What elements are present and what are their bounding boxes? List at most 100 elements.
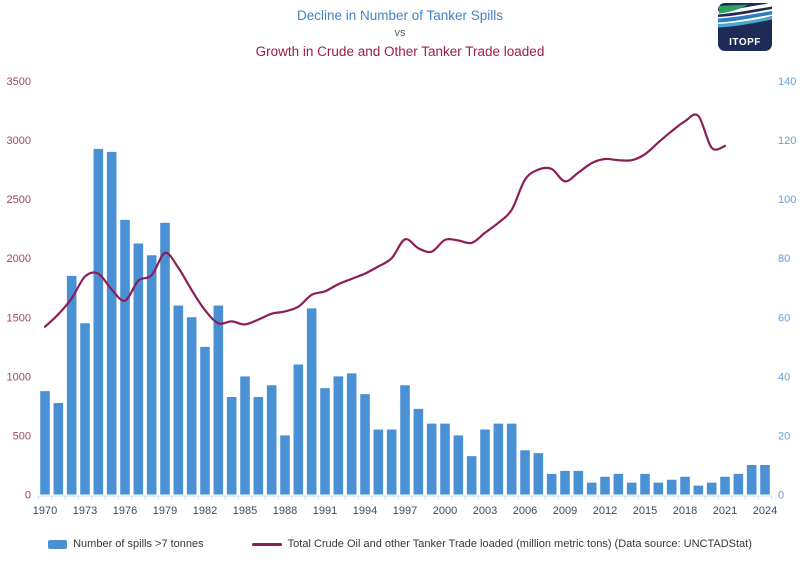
itopf-logo-graphic: ITOPF xyxy=(718,3,772,51)
bar-2002 xyxy=(466,456,477,495)
bar-2018 xyxy=(680,476,690,495)
x-axis-year-label: 2000 xyxy=(433,505,457,517)
bar-1976 xyxy=(120,219,130,495)
bar-1971 xyxy=(53,402,64,495)
legend-bars-label: Number of spills >7 tonnes xyxy=(73,538,204,550)
bar-1997 xyxy=(400,385,410,495)
bar-1981 xyxy=(186,317,197,495)
legend-line-label: Total Crude Oil and other Tanker Trade l… xyxy=(287,538,752,550)
bar-1987 xyxy=(266,385,277,495)
logo-green-wave xyxy=(719,4,748,14)
right-axis-tick-label: 100 xyxy=(778,194,796,206)
left-axis-tick-label: 1000 xyxy=(7,371,31,383)
bar-1989 xyxy=(293,364,304,495)
itopf-logo: ITOPF xyxy=(718,3,772,51)
right-axis-tick-label: 140 xyxy=(778,76,796,88)
x-axis-year-label: 2009 xyxy=(553,505,577,517)
x-axis-year-label: 1997 xyxy=(393,505,417,517)
bar-2014 xyxy=(626,482,637,495)
bar-1998 xyxy=(413,408,424,495)
x-axis-year-label: 2006 xyxy=(513,505,537,517)
chart-title-vs: vs xyxy=(394,26,406,39)
x-axis-year-label: 2003 xyxy=(473,505,497,517)
bar-1979 xyxy=(160,222,170,495)
bar-2020 xyxy=(706,482,717,495)
bar-1988 xyxy=(280,435,290,495)
x-axis-year-label: 1982 xyxy=(193,505,217,517)
legend-bar-swatch-icon xyxy=(48,539,68,549)
bar-1985 xyxy=(240,376,250,495)
bar-1977 xyxy=(133,243,144,495)
chart-header: Decline in Number of Tanker Spills vs Gr… xyxy=(0,6,800,61)
right-axis-tick-label: 20 xyxy=(778,430,790,442)
right-axis-tick-label: 80 xyxy=(778,253,790,265)
x-axis-year-label: 2024 xyxy=(753,505,777,517)
x-axis-year-label: 1985 xyxy=(233,505,257,517)
bar-1999 xyxy=(426,423,437,495)
x-axis-year-label: 2018 xyxy=(673,505,697,517)
x-axis-year-label: 1991 xyxy=(313,505,337,517)
chart-legend: Number of spills >7 tonnes Total Crude O… xyxy=(0,538,800,550)
bar-1972 xyxy=(66,275,77,495)
bar-1978 xyxy=(146,255,157,495)
right-axis-tick-label: 40 xyxy=(778,371,790,383)
x-axis-year-label: 1970 xyxy=(33,505,57,517)
bar-2017 xyxy=(666,479,677,495)
bar-2003 xyxy=(480,429,490,495)
left-axis-tick-label: 2000 xyxy=(7,253,31,265)
bar-1973 xyxy=(80,323,90,495)
bar-1974 xyxy=(93,148,104,495)
bar-1984 xyxy=(226,397,237,495)
left-axis-tick-label: 0 xyxy=(25,490,31,502)
bar-2004 xyxy=(493,423,504,495)
x-axis-year-label: 2021 xyxy=(713,505,737,517)
bar-2006 xyxy=(520,450,530,495)
bar-2021 xyxy=(720,476,730,495)
bar-2015 xyxy=(640,473,650,495)
left-axis-tick-label: 1500 xyxy=(7,312,31,324)
right-axis-tick-label: 0 xyxy=(778,490,784,502)
bar-2013 xyxy=(613,473,624,495)
bar-1992 xyxy=(333,376,344,495)
bar-2011 xyxy=(586,482,597,495)
bar-2001 xyxy=(453,435,464,495)
x-axis-year-label: 1988 xyxy=(273,505,297,517)
left-axis-tick-label: 3000 xyxy=(7,135,31,147)
bar-1975 xyxy=(106,151,117,495)
logo-text: ITOPF xyxy=(729,37,761,48)
bar-1980 xyxy=(173,305,184,495)
bar-2005 xyxy=(506,423,517,495)
chart-title-line2: Growth in Crude and Other Tanker Trade l… xyxy=(255,43,545,59)
bar-1995 xyxy=(373,429,384,495)
bar-1996 xyxy=(386,429,397,495)
tanker-spills-trade-chart: 0 500 1000 1500 2000 2500 3000 3500 0 20 40 60 80 100… xyxy=(7,76,797,517)
bar-2012 xyxy=(600,476,610,495)
legend-line-swatch-icon xyxy=(251,542,282,546)
bar-2009 xyxy=(560,470,570,495)
bar-2019 xyxy=(693,485,704,495)
chart-title-line1: Decline in Number of Tanker Spills xyxy=(296,8,504,23)
bar-2010 xyxy=(573,470,584,495)
x-axis-year-label: 2012 xyxy=(593,505,617,517)
bar-2024 xyxy=(760,464,770,495)
x-axis-year-label: 1994 xyxy=(353,505,377,517)
bar-1983 xyxy=(213,305,224,495)
bar-2008 xyxy=(546,473,557,495)
bar-2000 xyxy=(440,423,450,495)
bar-2016 xyxy=(653,482,664,495)
bar-1970 xyxy=(40,391,50,495)
bar-1993 xyxy=(346,373,357,495)
bar-2007 xyxy=(533,453,544,495)
right-axis-tick-label: 60 xyxy=(778,312,790,324)
legend-item-trade: Total Crude Oil and other Tanker Trade l… xyxy=(251,538,752,550)
bar-1994 xyxy=(360,394,370,495)
right-axis-tick-label: 120 xyxy=(778,135,796,147)
left-axis-tick-label: 2500 xyxy=(7,194,31,206)
bar-2023 xyxy=(746,464,757,495)
x-axis-year-label: 2015 xyxy=(633,505,657,517)
chart-canvas: 0 500 1000 1500 2000 2500 3000 3500 0 20 40 60 80 100… xyxy=(7,76,797,517)
left-axis-tick-label: 3500 xyxy=(7,76,31,88)
bar-2022 xyxy=(733,473,744,495)
bar-1982 xyxy=(200,346,210,495)
